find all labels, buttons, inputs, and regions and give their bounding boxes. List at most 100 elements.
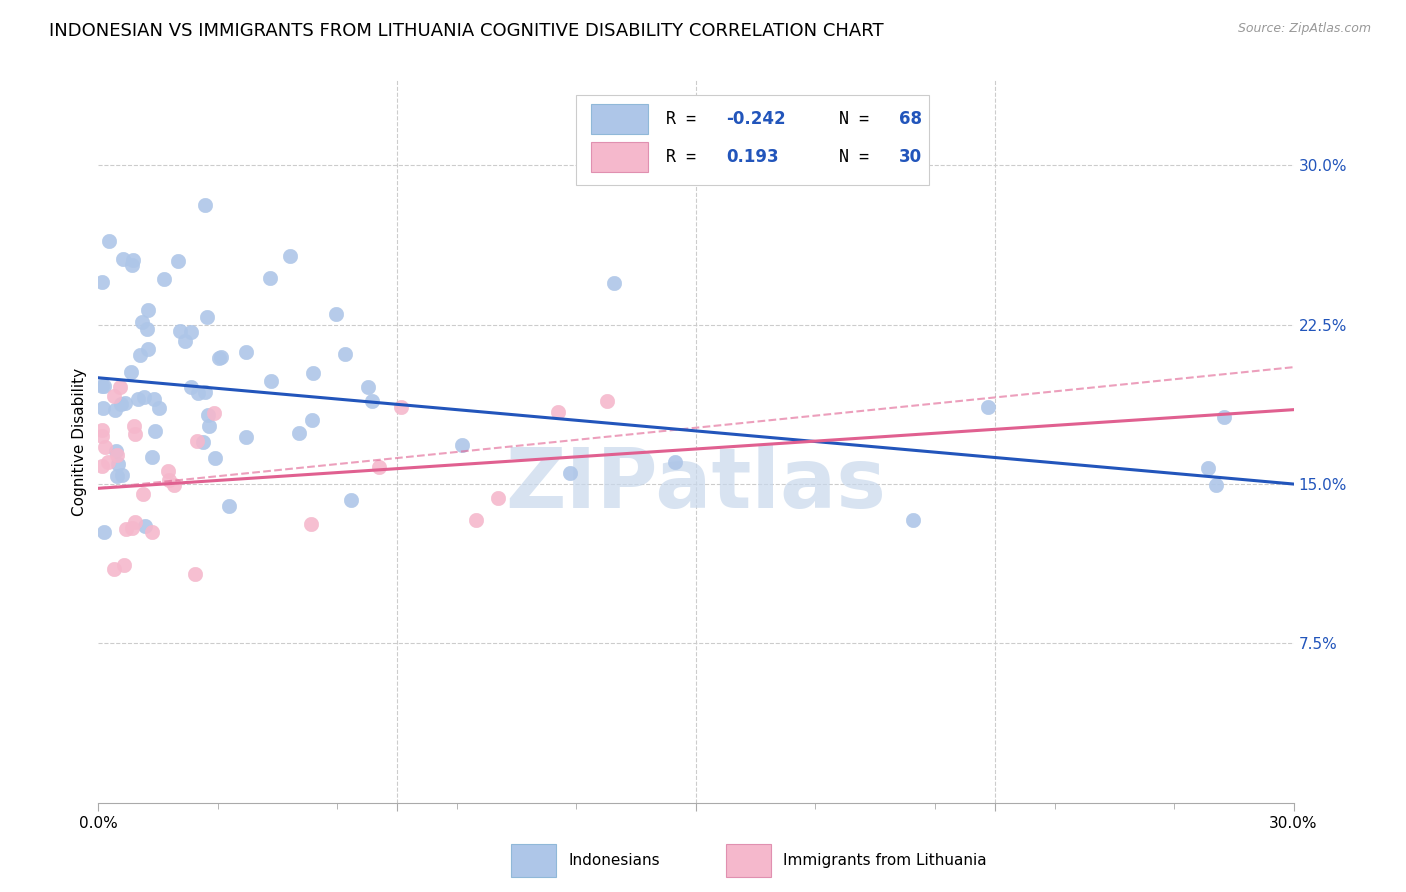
Point: [186, 434, 208, 449]
Point: [136, 303, 159, 318]
Point: [120, 365, 142, 379]
Point: [465, 513, 488, 527]
Point: [145, 424, 167, 438]
Point: [280, 250, 302, 264]
Point: [356, 380, 378, 394]
Text: N =: N =: [839, 148, 879, 166]
Point: [195, 310, 218, 325]
Point: [110, 397, 132, 411]
Point: [259, 271, 281, 285]
Point: [301, 413, 323, 427]
Point: [91, 275, 114, 289]
Text: Immigrants from Lithuania: Immigrants from Lithuania: [783, 853, 987, 868]
Point: [1213, 409, 1236, 424]
Point: [135, 322, 157, 336]
Point: [93, 441, 115, 455]
Point: [108, 380, 131, 394]
Point: [153, 272, 176, 286]
Point: [166, 254, 188, 268]
Point: [183, 566, 205, 581]
Text: Indonesians: Indonesians: [568, 853, 659, 868]
Point: [198, 419, 221, 434]
Text: R =: R =: [666, 111, 706, 128]
Text: INDONESIAN VS IMMIGRANTS FROM LITHUANIA COGNITIVE DISABILITY CORRELATION CHART: INDONESIAN VS IMMIGRANTS FROM LITHUANIA …: [49, 22, 884, 40]
Point: [134, 518, 156, 533]
Point: [288, 425, 311, 440]
Point: [107, 458, 129, 472]
Point: [197, 409, 219, 423]
Point: [218, 499, 240, 513]
Point: [547, 405, 569, 419]
Point: [169, 324, 191, 338]
Point: [97, 455, 120, 469]
Point: [163, 478, 186, 492]
Point: [260, 374, 283, 388]
Point: [1205, 478, 1227, 492]
Point: [977, 400, 1000, 414]
Point: [560, 466, 582, 480]
Point: [180, 380, 202, 394]
Point: [202, 405, 225, 419]
Text: ZIPatlas: ZIPatlas: [506, 444, 886, 525]
Text: Source: ZipAtlas.com: Source: ZipAtlas.com: [1237, 22, 1371, 36]
Text: 68: 68: [900, 111, 922, 128]
Point: [97, 235, 120, 249]
Point: [124, 426, 146, 441]
Bar: [591, 142, 648, 172]
Point: [340, 493, 363, 508]
Point: [157, 464, 180, 478]
Point: [235, 430, 257, 444]
Point: [142, 392, 165, 406]
Point: [664, 455, 686, 469]
Text: -0.242: -0.242: [725, 111, 786, 128]
Point: [105, 468, 128, 483]
Point: [114, 396, 136, 410]
Point: [111, 252, 134, 266]
Point: [141, 525, 163, 540]
Text: R =: R =: [666, 148, 716, 166]
Point: [104, 403, 127, 417]
Point: [141, 450, 163, 465]
Point: [157, 474, 180, 488]
Point: [180, 325, 202, 339]
Point: [901, 513, 924, 527]
Point: [325, 307, 347, 321]
Bar: [510, 844, 557, 877]
Point: [103, 389, 125, 403]
Point: [105, 449, 128, 463]
Point: [124, 515, 146, 529]
Point: [302, 366, 325, 380]
Point: [132, 487, 155, 501]
Point: [193, 384, 215, 399]
Point: [93, 379, 115, 393]
Point: [104, 444, 127, 458]
Point: [121, 252, 143, 267]
Text: 0.193: 0.193: [725, 148, 779, 166]
Point: [115, 522, 138, 536]
Point: [204, 451, 226, 466]
Y-axis label: Cognitive Disability: Cognitive Disability: [72, 368, 87, 516]
Point: [91, 401, 114, 415]
Point: [136, 342, 159, 356]
Point: [193, 434, 215, 449]
Point: [121, 521, 143, 535]
Point: [93, 525, 115, 540]
Point: [389, 400, 412, 414]
Point: [368, 459, 391, 474]
Point: [207, 351, 229, 366]
Point: [127, 392, 149, 406]
Point: [91, 379, 114, 393]
Point: [174, 334, 197, 349]
Point: [128, 348, 150, 362]
Point: [91, 458, 114, 473]
Point: [103, 562, 125, 576]
Point: [91, 423, 114, 437]
Point: [194, 198, 217, 212]
Point: [131, 315, 153, 329]
Point: [603, 277, 626, 291]
Point: [122, 418, 145, 433]
Point: [1197, 460, 1219, 475]
Point: [486, 491, 509, 505]
Point: [235, 344, 257, 359]
Text: N =: N =: [839, 111, 879, 128]
